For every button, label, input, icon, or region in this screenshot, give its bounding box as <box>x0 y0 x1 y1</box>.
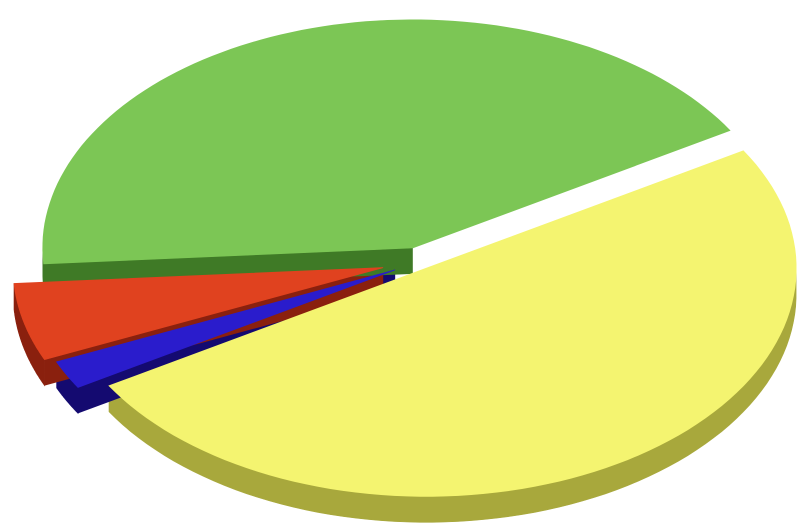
pie-slice-1 <box>55 269 396 388</box>
pie-slice-0 <box>108 150 797 497</box>
pie-tops <box>13 19 797 497</box>
pie-slice-3 <box>42 19 731 265</box>
pie-slice-2 <box>13 267 384 361</box>
